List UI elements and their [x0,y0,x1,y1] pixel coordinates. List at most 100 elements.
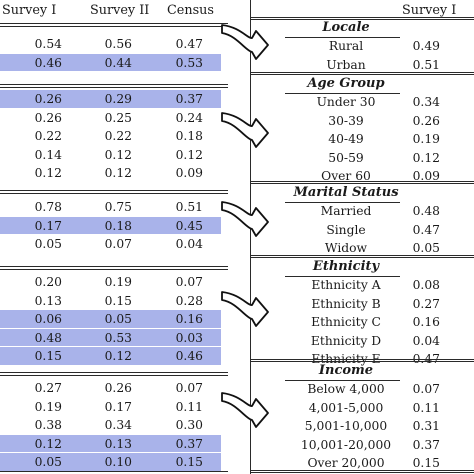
left-value-cell: 0.05 [34,455,62,469]
left-rule-bottom-2 [0,193,228,194]
left-value-cell: 0.13 [104,436,132,451]
section-title-underline [285,380,400,381]
left-value-cell: 0.51 [175,200,203,214]
left-value-cell: 0.05 [104,312,132,326]
left-value-cell: 0.17 [34,218,62,233]
left-value-cell: 0.15 [104,293,132,308]
category-label: Below 4,000 [307,382,385,396]
category-label: 4,001-5,000 [308,400,384,415]
right-value-cell: 0.51 [412,57,440,72]
left-rule-top-0 [0,23,228,24]
left-value-cell: 0.17 [104,399,132,414]
category-label: 40-49 [328,132,364,146]
right-rule-end [250,470,474,471]
arrow-icon [221,392,269,428]
left-rule-top-4 [0,372,228,373]
left-value-cell: 0.11 [175,399,203,414]
left-value-cell: 0.12 [104,166,132,180]
right-value-cell: 0.49 [412,39,440,53]
left-value-cell: 0.46 [34,55,62,70]
left-value-cell: 0.12 [34,436,62,451]
left-rule-bottom-0 [0,26,228,27]
category-label: 50-59 [328,150,364,165]
right-section-rule-2 [250,257,474,258]
category-label: Over 60 [321,169,371,183]
right-value-cell: 0.27 [412,296,440,311]
left-value-cell: 0.12 [175,147,203,162]
category-label: Under 30 [316,95,376,109]
left-value-cell: 0.48 [34,330,62,345]
arrow-icon [221,112,269,148]
left-value-cell: 0.45 [175,218,203,233]
left-value-cell: 0.34 [104,418,132,432]
left-value-cell: 0.15 [34,349,62,363]
left-value-cell: 0.07 [175,275,203,289]
category-label: Over 20,000 [307,456,385,470]
category-label: 30-39 [328,113,364,128]
left-value-cell: 0.04 [175,237,203,251]
left-value-cell: 0.53 [104,330,132,345]
left-value-cell: 0.75 [104,200,132,214]
left-value-cell: 0.06 [34,312,62,326]
right-section-rule [250,181,474,182]
highlight-band [0,90,221,108]
right-value-cell: 0.37 [412,437,440,452]
right-section-rule [250,72,474,73]
left-value-cell: 0.78 [34,200,62,214]
left-rule-top-2 [0,190,228,191]
category-label: 10,001-20,000 [300,437,392,452]
left-value-cell: 0.14 [34,147,62,162]
right-value-cell: 0.31 [412,419,440,433]
category-label: Single [326,222,366,237]
right-value-cell: 0.07 [412,382,440,396]
left-value-cell: 0.16 [175,312,203,326]
section-title: Income [318,363,374,378]
left-value-cell: 0.10 [104,455,132,469]
left-value-cell: 0.13 [34,293,62,308]
highlight-band [0,216,221,234]
left-value-cell: 0.09 [175,166,203,180]
left-value-cell: 0.12 [104,147,132,162]
right-value-cell: 0.04 [412,333,440,348]
left-value-cell: 0.26 [34,110,62,125]
section-title-underline [285,37,400,38]
left-value-cell: 0.29 [104,92,132,106]
left-value-cell: 0.07 [104,237,132,251]
left-value-cell: 0.56 [104,37,132,51]
right-value-cell: 0.47 [412,222,440,237]
left-value-cell: 0.30 [175,418,203,432]
right-section-rule [250,359,474,360]
category-label: Ethnicity A [311,278,381,292]
left-value-cell: 0.37 [175,436,203,451]
highlight-band [0,53,221,71]
left-value-cell: 0.15 [175,455,203,469]
left-value-cell: 0.28 [175,293,203,308]
header-right-survey-1: Survey I [402,3,457,18]
left-value-cell: 0.22 [34,129,62,143]
right-section-rule [250,255,474,256]
category-label: Ethnicity D [310,333,382,348]
left-value-cell: 0.07 [175,381,203,395]
right-value-cell: 0.05 [412,241,440,255]
section-title-underline [285,93,400,94]
left-value-cell: 0.22 [104,129,132,143]
category-label: Urban [326,57,366,72]
right-value-cell: 0.15 [412,456,440,470]
highlight-band [0,347,221,365]
highlight-band [0,453,221,471]
category-label: Widow [324,241,368,255]
left-value-cell: 0.47 [175,37,203,51]
highlight-band [0,310,221,328]
left-value-cell: 0.20 [34,275,62,289]
right-value-cell: 0.09 [412,169,440,183]
left-value-cell: 0.05 [34,237,62,251]
left-value-cell: 0.19 [104,275,132,289]
left-value-cell: 0.26 [104,381,132,395]
left-value-cell: 0.44 [104,55,132,70]
section-title: Locale [322,20,370,35]
right-value-cell: 0.19 [412,132,440,146]
category-label: Married [320,204,372,218]
category-label: Ethnicity C [311,315,381,329]
header-survey-1: Survey I [2,3,57,18]
left-value-cell: 0.54 [34,37,62,51]
